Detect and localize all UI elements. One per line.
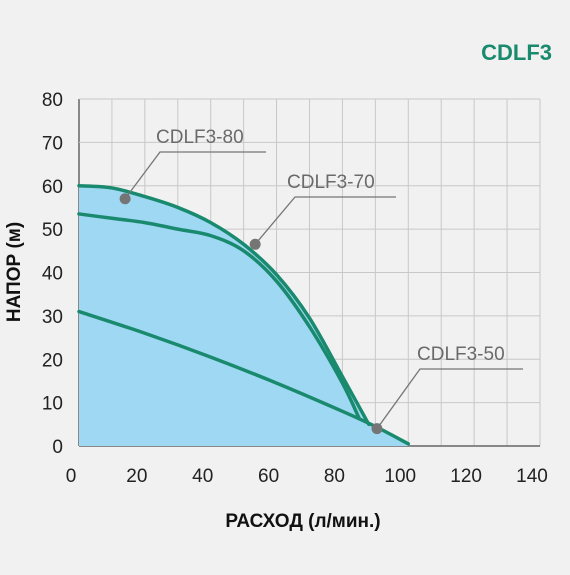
x-tick-label: 60 (258, 466, 279, 487)
callout-leader (376, 368, 523, 430)
y-tick-label: 0 (52, 437, 63, 458)
y-axis-label: НАПОР (м) (4, 222, 25, 322)
callout-marker (371, 423, 383, 435)
y-tick-label: 20 (42, 350, 63, 371)
tick-labels: 0 20 40 60 80 100 120 140 0 10 20 30 40 50 60 70 80 (42, 90, 548, 487)
y-tick-label: 10 (42, 394, 63, 415)
callout-marker (119, 193, 131, 205)
callout-label: CDLF3-50 (417, 344, 505, 365)
callout-leader (254, 196, 396, 245)
x-tick-label: 0 (66, 466, 77, 487)
callout-label: CDLF3-70 (287, 172, 375, 193)
y-tick-label: 70 (42, 133, 63, 154)
y-tick-label: 50 (42, 220, 63, 241)
y-tick-label: 60 (42, 177, 63, 198)
x-axis-label: РАСХОД (л/мин.) (225, 511, 380, 532)
y-tick-label: 80 (42, 90, 63, 111)
x-tick-label: 40 (192, 466, 213, 487)
curve-cdlf3-70 (77, 212, 361, 420)
callout-leader (124, 151, 266, 200)
x-tick-label: 20 (126, 466, 147, 487)
callout-marker (249, 238, 261, 250)
x-tick-label: 140 (516, 466, 548, 487)
area-under-curve (79, 185, 409, 446)
callouts: CDLF3-80 CDLF3-70 CDLF3-50 (119, 127, 523, 435)
x-tick-label: 80 (324, 466, 345, 487)
brand-title: CDLF3 (481, 40, 552, 65)
y-tick-label: 30 (42, 307, 63, 328)
y-tick-label: 40 (42, 264, 63, 285)
x-tick-label: 120 (450, 466, 482, 487)
callout-label: CDLF3-80 (156, 127, 244, 148)
curve-cdlf3-80 (77, 184, 371, 427)
x-tick-label: 100 (384, 466, 416, 487)
